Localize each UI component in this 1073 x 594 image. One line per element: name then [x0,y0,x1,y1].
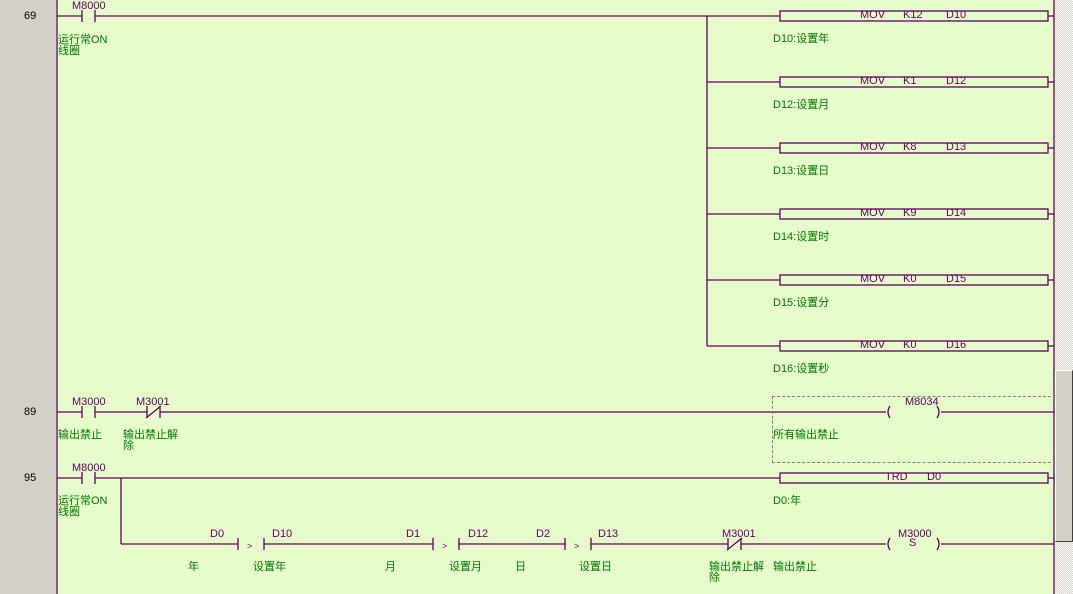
instruction-comment: D16:设置秒 [773,363,830,375]
instruction-destination[interactable]: D0 [927,471,942,483]
instruction-op[interactable]: MOV [860,339,886,351]
scrollbar-thumb[interactable] [1055,370,1073,542]
selection-cursor[interactable] [772,396,1056,463]
operand-comment: 年 [188,561,199,573]
contact-device-label: M3001 [722,528,756,540]
compare-right-operand[interactable]: D10 [272,528,293,540]
compare-right-operand[interactable]: D12 [468,528,489,540]
instruction-source[interactable]: K12 [903,9,923,21]
contact-device-label: M3000 [72,396,106,408]
coil-device-label[interactable]: M3000 [898,528,932,540]
operand-comment: 设置年 [253,561,286,573]
coil-mode[interactable]: S [909,537,917,549]
contact-device-label: M8000 [72,462,106,474]
coil-device-label[interactable]: M8034 [905,396,939,408]
compare-right-operand[interactable]: D13 [598,528,619,540]
instruction-op[interactable]: MOV [860,141,886,153]
instruction-comment: D10:设置年 [773,33,830,45]
operand-comment: 设置月 [449,561,482,573]
vertical-scrollbar[interactable] [1055,0,1073,594]
compare-left-operand[interactable]: D1 [406,528,421,540]
contact-device-label: M3001 [136,396,170,408]
contact-comment: 运行常ON 线圈 [58,495,108,518]
step-number: 95 [24,472,37,484]
contact-comment: 输出禁止 [58,429,102,441]
coil[interactable] [887,405,940,419]
compare-operator: > [574,541,580,551]
instruction-comment: D13:设置日 [773,165,830,177]
instruction-destination[interactable]: D15 [946,273,967,285]
trd-instruction-box[interactable] [779,472,1049,484]
instruction-source[interactable]: K0 [903,339,917,351]
compare-left-operand[interactable]: D2 [536,528,551,540]
contact-m3001-slash [726,537,743,551]
instruction-op[interactable]: MOV [860,273,886,285]
coil[interactable] [887,537,940,551]
instruction-op[interactable]: MOV [860,9,886,21]
instruction-source[interactable]: K9 [903,207,917,219]
contact-m3001-slash [145,405,162,419]
step-number: 89 [24,406,37,418]
instruction-destination[interactable]: D16 [946,339,967,351]
instruction-destination[interactable]: D12 [946,75,967,87]
compare-operator: > [247,541,253,551]
instruction-op[interactable]: MOV [860,75,886,87]
instruction-destination[interactable]: D14 [946,207,967,219]
instruction-source[interactable]: K0 [903,273,917,285]
contact-device-label: M8000 [72,0,106,12]
instruction-comment: D14:设置时 [773,231,830,243]
instruction-source[interactable]: K8 [903,141,917,153]
step-number: 69 [24,10,37,22]
contact-comment: 运行常ON 线圈 [58,34,108,57]
compare-left-operand[interactable]: D0 [210,528,225,540]
instruction-comment: D0:年 [773,495,802,507]
instruction-source[interactable]: K1 [903,75,917,87]
operand-comment: 设置日 [579,561,612,573]
instruction-comment: D15:设置分 [773,297,830,309]
instruction-op[interactable]: MOV [860,207,886,219]
contact-comment: 输出禁止解 除 [709,561,764,584]
step-number-gutter [0,0,56,594]
compare-operator: > [442,541,448,551]
instruction-comment: D12:设置月 [773,99,830,111]
instruction-destination[interactable]: D13 [946,141,967,153]
operand-comment: 日 [515,561,526,573]
coil-comment: 所有输出禁止 [773,429,839,441]
coil-comment: 输出禁止 [773,561,817,573]
contact-comment: 输出禁止解 除 [123,429,178,452]
operand-comment: 月 [385,561,396,573]
instruction-op[interactable]: TRD [885,471,908,483]
instruction-destination[interactable]: D10 [946,9,967,21]
